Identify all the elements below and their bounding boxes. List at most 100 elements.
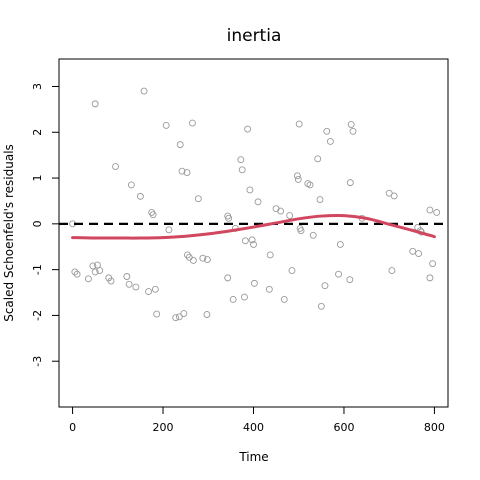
residual-point <box>317 302 325 310</box>
residual-point <box>89 262 97 270</box>
residual-point <box>241 293 248 301</box>
residual-point <box>241 237 249 245</box>
residual-point <box>248 236 256 244</box>
residual-point <box>224 274 232 282</box>
residual-point <box>165 226 173 234</box>
residual-point <box>335 270 342 278</box>
residual-point <box>229 295 237 303</box>
residual-point <box>326 137 334 145</box>
residual-point <box>429 260 437 268</box>
residual-point <box>238 166 246 174</box>
residual-point <box>254 198 262 206</box>
residual-point <box>346 179 354 187</box>
residual-point <box>244 125 252 133</box>
residual-point <box>306 181 314 189</box>
residual-point <box>415 250 423 258</box>
x-tick-label: 200 <box>153 421 174 434</box>
residual-point <box>91 268 99 276</box>
residual-point <box>323 127 331 135</box>
residual-point <box>433 208 441 216</box>
residual-point <box>409 247 417 255</box>
y-tick-label: 0 <box>31 220 44 227</box>
residual-point <box>199 254 207 262</box>
residual-point <box>123 273 131 280</box>
residual-point <box>316 196 324 204</box>
residual-point <box>175 313 183 321</box>
residual-point <box>172 314 180 322</box>
residual-point <box>265 285 273 293</box>
residual-point <box>107 277 115 285</box>
residual-point <box>71 268 79 276</box>
y-tick-label: -3 <box>31 356 44 367</box>
residual-point <box>336 240 344 248</box>
y-tick-label: 2 <box>31 129 44 136</box>
residual-point <box>153 310 161 318</box>
residual-point <box>286 212 294 220</box>
residual-point <box>266 251 274 259</box>
residual-point <box>426 206 434 214</box>
residual-point <box>294 175 302 183</box>
residual-point <box>295 120 303 128</box>
residual-point <box>136 192 144 200</box>
residual-point <box>293 172 301 180</box>
residual-point <box>349 127 357 135</box>
residual-point <box>140 87 148 95</box>
residual-point <box>246 186 254 194</box>
residual-point <box>112 163 119 171</box>
residual-points <box>69 87 441 322</box>
x-axis-title: Time <box>238 450 268 464</box>
residual-point <box>277 207 285 215</box>
chart-title: inertia <box>227 26 282 46</box>
residual-point <box>309 231 317 239</box>
residual-point <box>176 141 184 149</box>
residual-point <box>151 285 159 293</box>
residual-point <box>183 169 191 177</box>
y-tick-label: 3 <box>31 83 44 90</box>
residual-point <box>346 276 354 284</box>
residual-point <box>91 100 99 108</box>
residual-point <box>225 214 233 222</box>
residual-point <box>250 240 257 248</box>
residual-point <box>390 192 398 200</box>
residual-point <box>314 155 322 163</box>
y-tick-label: -2 <box>31 310 44 321</box>
residual-point <box>125 280 133 288</box>
x-tick-label: 0 <box>69 421 76 434</box>
residual-point <box>184 251 191 259</box>
residual-point <box>388 267 396 274</box>
residual-point <box>347 121 355 128</box>
y-tick-label: -1 <box>31 264 44 275</box>
residual-point <box>84 275 92 283</box>
residual-point <box>280 295 288 303</box>
residual-point <box>203 256 211 264</box>
residual-point <box>127 181 135 189</box>
residual-point <box>149 211 157 219</box>
residual-point <box>178 167 186 175</box>
residual-point <box>188 119 196 127</box>
x-tick-label: 600 <box>333 421 354 434</box>
x-tick-label: 800 <box>424 421 445 434</box>
residual-point <box>426 274 434 282</box>
y-axis: -3 -2 -1 0 1 2 3 <box>31 83 60 367</box>
residual-point <box>250 279 258 287</box>
residual-point <box>189 257 197 264</box>
plot-frame <box>58 58 449 408</box>
x-axis: 0 200 400 600 800 <box>69 406 445 434</box>
residual-point <box>180 310 188 318</box>
smooth-curve <box>71 213 436 240</box>
residual-point <box>288 267 296 274</box>
residual-point <box>96 267 104 274</box>
residual-point <box>297 227 305 235</box>
residual-point <box>162 121 170 129</box>
x-tick-label: 400 <box>243 421 264 434</box>
residual-point <box>203 311 211 318</box>
residual-point <box>321 282 329 290</box>
residual-point <box>145 288 153 296</box>
y-tick-label: 1 <box>31 175 44 182</box>
residual-point <box>194 195 202 203</box>
residual-point <box>237 156 245 164</box>
y-axis-title: Scaled Schoenfeld's residuals <box>2 144 16 322</box>
residual-point <box>132 283 140 291</box>
residual-point <box>73 270 81 278</box>
